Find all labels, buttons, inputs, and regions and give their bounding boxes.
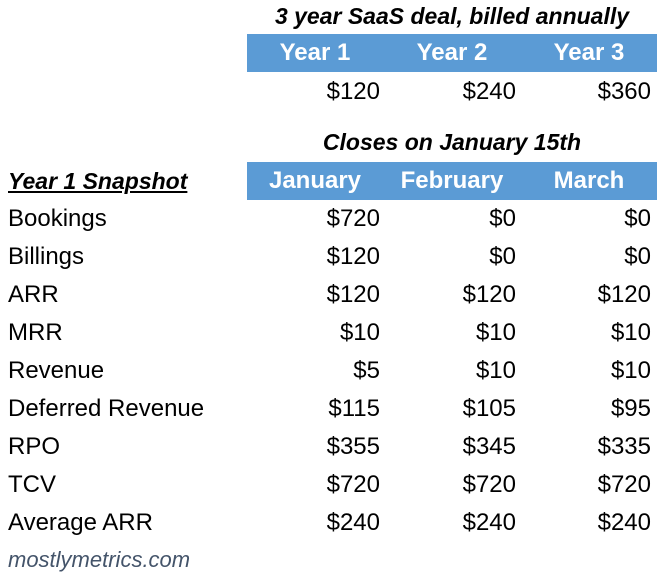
tcv-march: $720 <box>597 471 651 498</box>
row-label-mrr: MRR <box>8 319 63 346</box>
year-1-value: $120 <box>326 78 380 105</box>
month-header-january: January <box>268 167 362 194</box>
month-header-march: March <box>553 167 625 194</box>
row-label-deferred-revenue: Deferred Revenue <box>8 395 205 422</box>
month-header-bar: January February March <box>247 162 657 200</box>
deferred-revenue-march: $95 <box>610 395 651 422</box>
tcv-february: $720 <box>462 471 516 498</box>
billings-march: $0 <box>624 243 651 270</box>
average-arr-march: $240 <box>597 509 651 536</box>
deal-title: 3 year SaaS deal, billed annually <box>274 3 630 29</box>
rpo-january: $355 <box>326 433 380 460</box>
revenue-february: $10 <box>475 357 516 384</box>
average-arr-january: $240 <box>326 509 380 536</box>
footer-watermark: mostlymetrics.com <box>8 547 191 572</box>
year-3-header: Year 3 <box>553 39 625 66</box>
row-label-rpo: RPO <box>8 433 61 460</box>
year-header-bar: Year 1 Year 2 Year 3 <box>247 34 657 72</box>
row-label-arr: ARR <box>8 281 59 308</box>
mrr-march: $10 <box>610 319 651 346</box>
close-title: Closes on January 15th <box>322 129 582 155</box>
deferred-revenue-february: $105 <box>462 395 516 422</box>
billings-january: $120 <box>326 243 380 270</box>
row-label-billings: Billings <box>8 243 85 270</box>
revenue-january: $5 <box>353 357 380 384</box>
year-2-header: Year 2 <box>416 39 488 66</box>
bookings-january: $720 <box>326 205 380 232</box>
month-header-february: February <box>400 167 504 194</box>
arr-february: $120 <box>462 281 516 308</box>
deferred-revenue-january: $115 <box>328 395 380 422</box>
row-label-revenue: Revenue <box>8 357 105 384</box>
row-label-bookings: Bookings <box>8 205 107 232</box>
snapshot-label: Year 1 Snapshot <box>8 168 188 194</box>
bookings-march: $0 <box>624 205 651 232</box>
bookings-february: $0 <box>489 205 516 232</box>
billings-february: $0 <box>489 243 516 270</box>
year-3-value: $360 <box>597 78 651 105</box>
year-1-header: Year 1 <box>279 39 351 66</box>
year-2-value: $240 <box>462 78 516 105</box>
arr-march: $120 <box>597 281 651 308</box>
mrr-january: $10 <box>339 319 380 346</box>
arr-january: $120 <box>326 281 380 308</box>
revenue-march: $10 <box>610 357 651 384</box>
rpo-february: $345 <box>462 433 516 460</box>
row-label-average-arr: Average ARR <box>8 509 153 536</box>
rpo-march: $335 <box>597 433 651 460</box>
tcv-january: $720 <box>326 471 380 498</box>
row-label-tcv: TCV <box>8 471 56 498</box>
mrr-february: $10 <box>475 319 516 346</box>
average-arr-february: $240 <box>462 509 516 536</box>
